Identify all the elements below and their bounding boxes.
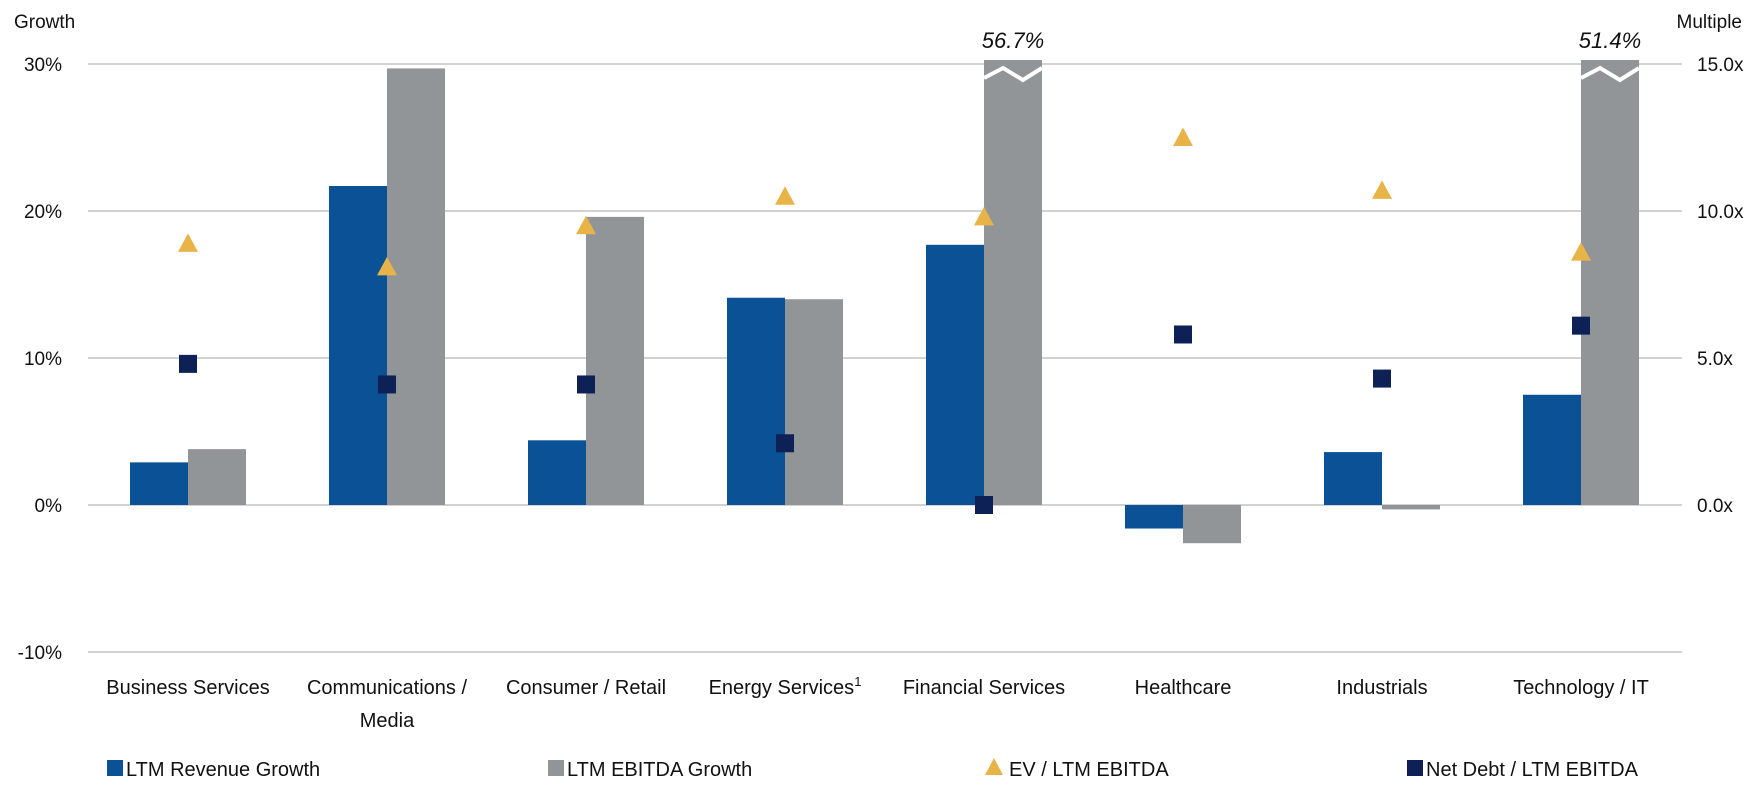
bar-ebitda-energy-services xyxy=(785,299,843,505)
marker-netdebt-consumer-retail xyxy=(577,375,595,394)
y-left-tick: -10% xyxy=(18,643,62,664)
legend-label: LTM Revenue Growth xyxy=(126,759,320,781)
marker-ev-consumer-retail xyxy=(576,215,596,235)
bar-revenue-technology-it xyxy=(1523,394,1581,505)
bar-revenue-industrials xyxy=(1324,452,1382,505)
legend-label: Net Debt / LTM EBITDA xyxy=(1426,759,1639,781)
marker-netdebt-healthcare xyxy=(1174,325,1192,344)
bar-revenue-business-services xyxy=(130,462,188,505)
marker-netdebt-technology-it xyxy=(1572,316,1590,335)
marker-netdebt-business-services xyxy=(179,354,197,373)
markers xyxy=(178,127,1591,514)
axis-break-financial-services xyxy=(983,65,1044,83)
bar-ebitda-communications-media xyxy=(387,68,445,505)
legend-item-net-debt-ltm-ebitda: Net Debt / LTM EBITDA xyxy=(1407,759,1639,781)
legend-item-ltm-ebitda-growth: LTM EBITDA Growth xyxy=(548,759,752,781)
category-labels: Business Services Communications / Media Co… xyxy=(106,674,1649,732)
category-label-healthcare: Healthcare xyxy=(1135,677,1232,699)
y-left-tick: 10% xyxy=(24,349,62,370)
gridlines xyxy=(88,63,1682,653)
y-right-tick: 0.0x xyxy=(1697,496,1733,517)
category-label-business-services: Business Services xyxy=(106,677,269,699)
bar-ebitda-financial-services xyxy=(984,60,1042,505)
category-label-financial-services: Financial Services xyxy=(903,677,1065,699)
marker-netdebt-industrials xyxy=(1373,369,1391,388)
bar-ebitda-healthcare xyxy=(1183,505,1241,544)
category-label-communications-media: Media xyxy=(360,710,415,732)
y-left-axis-title: Growth xyxy=(14,12,75,33)
legend-swatch xyxy=(107,760,123,776)
bars: 56.7% 51.4% xyxy=(130,28,1641,544)
axes: Growth Multiple 30% 20% 10% 0% -10% 15.0x 10.0… xyxy=(14,12,1744,664)
axis-break-technology-it xyxy=(1580,65,1641,83)
y-right-axis-title: Multiple xyxy=(1677,12,1742,33)
legend-label: EV / LTM EBITDA xyxy=(1009,759,1169,781)
legend-swatch xyxy=(985,758,1003,775)
marker-ev-business-services xyxy=(178,233,198,252)
category-label-energy-services: Energy Services1 xyxy=(709,674,862,699)
legend-item-ltm-revenue-growth: LTM Revenue Growth xyxy=(107,759,320,781)
bar-revenue-consumer-retail xyxy=(528,440,586,505)
marker-ev-industrials xyxy=(1372,180,1392,199)
legend-swatch xyxy=(548,760,564,776)
y-right-tick: 5.0x xyxy=(1697,349,1733,370)
category-label-communications-media: Communications / xyxy=(307,677,468,699)
marker-netdebt-financial-services xyxy=(975,496,993,514)
data-label-ebitda-technology-it: 51.4% xyxy=(1579,28,1641,53)
marker-ev-energy-services xyxy=(775,186,795,205)
marker-ev-communications-media xyxy=(377,256,397,276)
category-label-industrials: Industrials xyxy=(1336,677,1427,699)
bar-ebitda-consumer-retail xyxy=(586,216,644,505)
marker-ev-technology-it xyxy=(1571,242,1591,261)
bar-ebitda-technology-it xyxy=(1581,60,1639,505)
bar-ebitda-industrials xyxy=(1382,505,1440,510)
marker-netdebt-communications-media xyxy=(378,375,396,394)
category-label-consumer-retail: Consumer / Retail xyxy=(506,677,666,699)
y-left-tick: 30% xyxy=(24,55,62,76)
bar-revenue-energy-services xyxy=(727,297,785,505)
legend-item-ev-ltm-ebitda: EV / LTM EBITDA xyxy=(985,758,1169,781)
bar-revenue-communications-media xyxy=(329,186,387,505)
bar-revenue-financial-services xyxy=(926,244,984,505)
y-left-tick: 0% xyxy=(35,496,63,517)
marker-netdebt-energy-services xyxy=(776,434,794,453)
marker-ev-financial-services xyxy=(974,206,994,226)
bar-revenue-healthcare xyxy=(1125,505,1183,529)
y-right-tick: 15.0x xyxy=(1697,55,1744,76)
y-left-tick: 20% xyxy=(24,202,62,223)
legend-swatch xyxy=(1407,760,1423,776)
legend-label: LTM EBITDA Growth xyxy=(567,759,752,781)
category-label-technology-it: Technology / IT xyxy=(1513,677,1649,699)
data-label-ebitda-financial-services: 56.7% xyxy=(982,28,1044,53)
bar-ebitda-business-services xyxy=(188,449,246,505)
legend: LTM Revenue Growth LTM EBITDA Growth EV / … xyxy=(107,758,1639,781)
y-right-tick: 10.0x xyxy=(1697,202,1744,223)
marker-ev-healthcare xyxy=(1173,127,1193,146)
